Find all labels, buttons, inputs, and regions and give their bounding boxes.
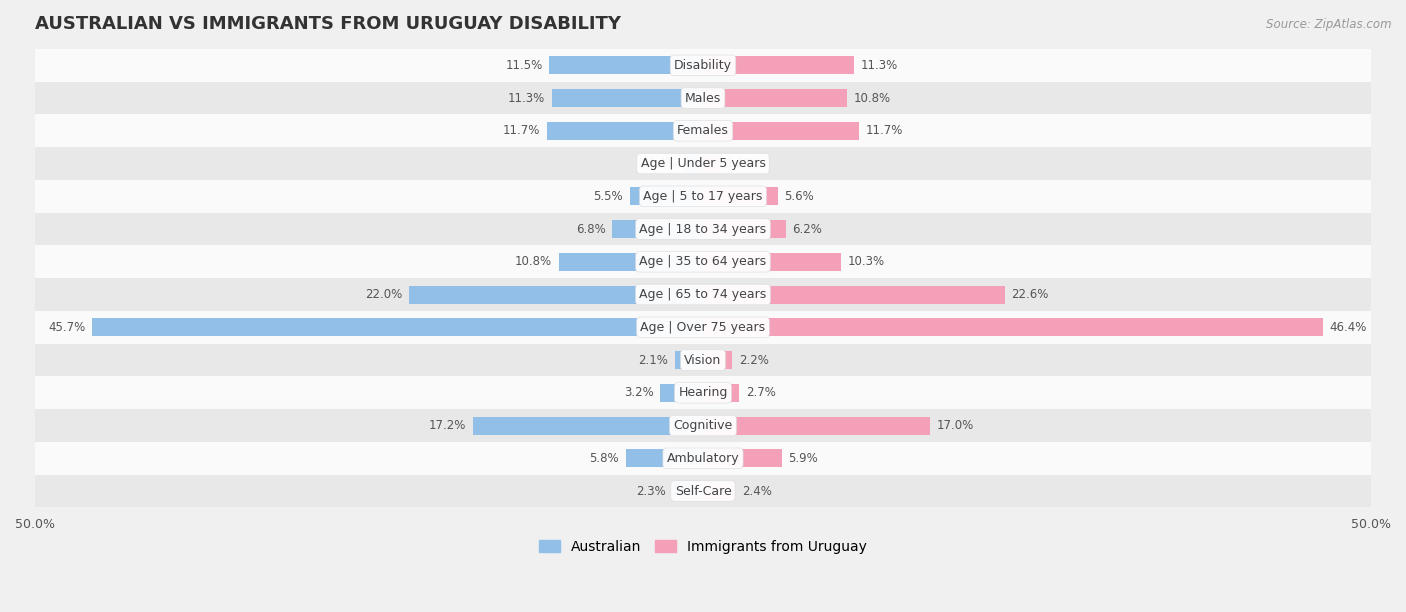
Text: AUSTRALIAN VS IMMIGRANTS FROM URUGUAY DISABILITY: AUSTRALIAN VS IMMIGRANTS FROM URUGUAY DI… <box>35 15 621 33</box>
Bar <box>630 187 703 205</box>
Bar <box>35 213 1371 245</box>
Bar <box>35 180 1371 213</box>
Text: Males: Males <box>685 92 721 105</box>
Text: 5.5%: 5.5% <box>593 190 623 203</box>
Bar <box>35 81 1371 114</box>
Text: 46.4%: 46.4% <box>1330 321 1367 334</box>
Bar <box>685 155 703 173</box>
Bar <box>550 56 703 74</box>
Bar <box>35 344 1371 376</box>
Text: Hearing: Hearing <box>678 386 728 399</box>
Bar <box>35 49 1371 81</box>
Text: Age | 65 to 74 years: Age | 65 to 74 years <box>640 288 766 301</box>
Bar <box>547 122 703 140</box>
Bar <box>553 89 703 107</box>
Bar <box>35 376 1371 409</box>
Bar <box>558 253 703 271</box>
Bar <box>703 384 740 402</box>
Text: 6.2%: 6.2% <box>793 223 823 236</box>
Bar <box>661 384 703 402</box>
Bar <box>703 351 733 369</box>
Text: Cognitive: Cognitive <box>673 419 733 432</box>
Text: 3.2%: 3.2% <box>624 386 654 399</box>
Bar <box>35 475 1371 507</box>
Text: Age | Over 75 years: Age | Over 75 years <box>641 321 765 334</box>
Bar <box>626 449 703 468</box>
Text: 45.7%: 45.7% <box>49 321 86 334</box>
Text: Disability: Disability <box>673 59 733 72</box>
Text: 10.3%: 10.3% <box>848 255 884 268</box>
Text: Vision: Vision <box>685 354 721 367</box>
Text: 1.2%: 1.2% <box>725 157 755 170</box>
Text: 2.3%: 2.3% <box>636 485 665 498</box>
Text: 2.7%: 2.7% <box>745 386 776 399</box>
Text: 5.9%: 5.9% <box>789 452 818 465</box>
Bar <box>703 318 1323 337</box>
Text: 11.5%: 11.5% <box>505 59 543 72</box>
Text: 10.8%: 10.8% <box>515 255 553 268</box>
Text: 17.2%: 17.2% <box>429 419 467 432</box>
Bar <box>703 482 735 500</box>
Text: 22.6%: 22.6% <box>1011 288 1049 301</box>
Bar <box>409 286 703 304</box>
Bar <box>672 482 703 500</box>
Text: 17.0%: 17.0% <box>936 419 974 432</box>
Bar <box>474 417 703 435</box>
Text: Age | 18 to 34 years: Age | 18 to 34 years <box>640 223 766 236</box>
Bar <box>93 318 703 337</box>
Bar <box>35 409 1371 442</box>
Text: 2.2%: 2.2% <box>740 354 769 367</box>
Bar <box>35 245 1371 278</box>
Text: 2.4%: 2.4% <box>742 485 772 498</box>
Text: 2.1%: 2.1% <box>638 354 668 367</box>
Text: 6.8%: 6.8% <box>575 223 606 236</box>
Text: 22.0%: 22.0% <box>366 288 402 301</box>
Bar <box>703 56 853 74</box>
Text: 11.7%: 11.7% <box>502 124 540 137</box>
Bar <box>675 351 703 369</box>
Bar <box>703 122 859 140</box>
Bar <box>703 155 718 173</box>
Bar <box>35 278 1371 311</box>
Bar <box>35 147 1371 180</box>
Text: Self-Care: Self-Care <box>675 485 731 498</box>
Bar <box>703 253 841 271</box>
Text: Age | Under 5 years: Age | Under 5 years <box>641 157 765 170</box>
Bar <box>703 417 931 435</box>
Bar <box>703 89 848 107</box>
Text: 10.8%: 10.8% <box>853 92 891 105</box>
Bar <box>35 442 1371 475</box>
Legend: Australian, Immigrants from Uruguay: Australian, Immigrants from Uruguay <box>533 534 873 559</box>
Text: Ambulatory: Ambulatory <box>666 452 740 465</box>
Text: 11.3%: 11.3% <box>508 92 546 105</box>
Text: Source: ZipAtlas.com: Source: ZipAtlas.com <box>1267 18 1392 31</box>
Text: 11.7%: 11.7% <box>866 124 904 137</box>
Text: 5.6%: 5.6% <box>785 190 814 203</box>
Text: Females: Females <box>678 124 728 137</box>
Bar <box>35 114 1371 147</box>
Text: 1.4%: 1.4% <box>648 157 678 170</box>
Bar <box>703 187 778 205</box>
Bar <box>612 220 703 238</box>
Bar <box>35 311 1371 344</box>
Text: 11.3%: 11.3% <box>860 59 898 72</box>
Text: Age | 5 to 17 years: Age | 5 to 17 years <box>644 190 762 203</box>
Bar <box>703 449 782 468</box>
Bar <box>703 286 1005 304</box>
Text: Age | 35 to 64 years: Age | 35 to 64 years <box>640 255 766 268</box>
Text: 5.8%: 5.8% <box>589 452 619 465</box>
Bar <box>703 220 786 238</box>
